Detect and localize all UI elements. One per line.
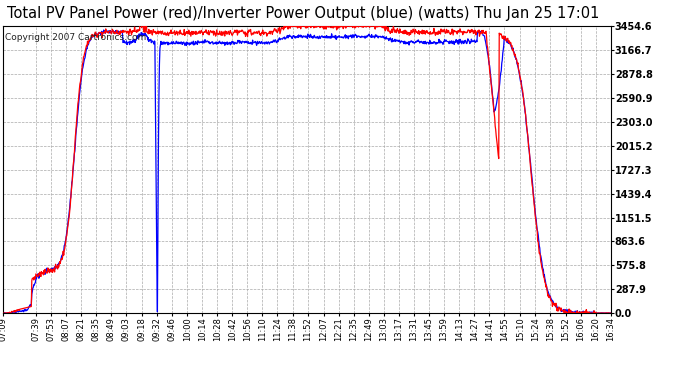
Text: Copyright 2007 Cartronics.com: Copyright 2007 Cartronics.com (5, 33, 146, 42)
Text: Total PV Panel Power (red)/Inverter Power Output (blue) (watts) Thu Jan 25 17:01: Total PV Panel Power (red)/Inverter Powe… (7, 6, 600, 21)
